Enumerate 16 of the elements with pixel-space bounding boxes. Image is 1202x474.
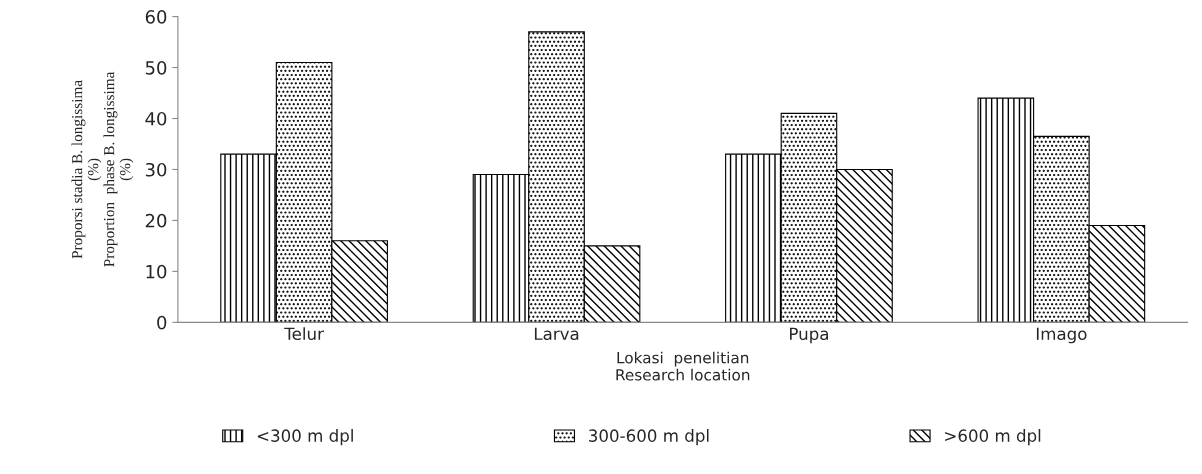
y-tick-label: 50 bbox=[145, 61, 167, 75]
y-tick-label: 0 bbox=[157, 315, 167, 330]
y-tick-label: 60 bbox=[145, 10, 167, 24]
legend-label: 300-600 m dpl bbox=[589, 429, 709, 446]
x-tick-label: Telur bbox=[284, 327, 324, 341]
y-axis-title: Proporsi stadia B. longissima (%) Proportion phase B. longissima (%) bbox=[71, 71, 134, 267]
x-tick-label: Larva bbox=[534, 327, 579, 341]
y-tick-label: 40 bbox=[145, 111, 167, 126]
x-tick-label: Imago bbox=[1036, 327, 1087, 344]
x-axis-title: Lokasi penelitian Research location bbox=[616, 351, 750, 381]
y-tick-label: 10 bbox=[146, 264, 167, 279]
x-tick-label: Pupa bbox=[790, 327, 828, 344]
legend-label: >600 m dpl bbox=[945, 429, 1041, 446]
y-tick-label: 30 bbox=[145, 162, 167, 177]
y-tick-label: 20 bbox=[145, 213, 167, 228]
legend-label: <300 m dpl bbox=[257, 429, 353, 446]
